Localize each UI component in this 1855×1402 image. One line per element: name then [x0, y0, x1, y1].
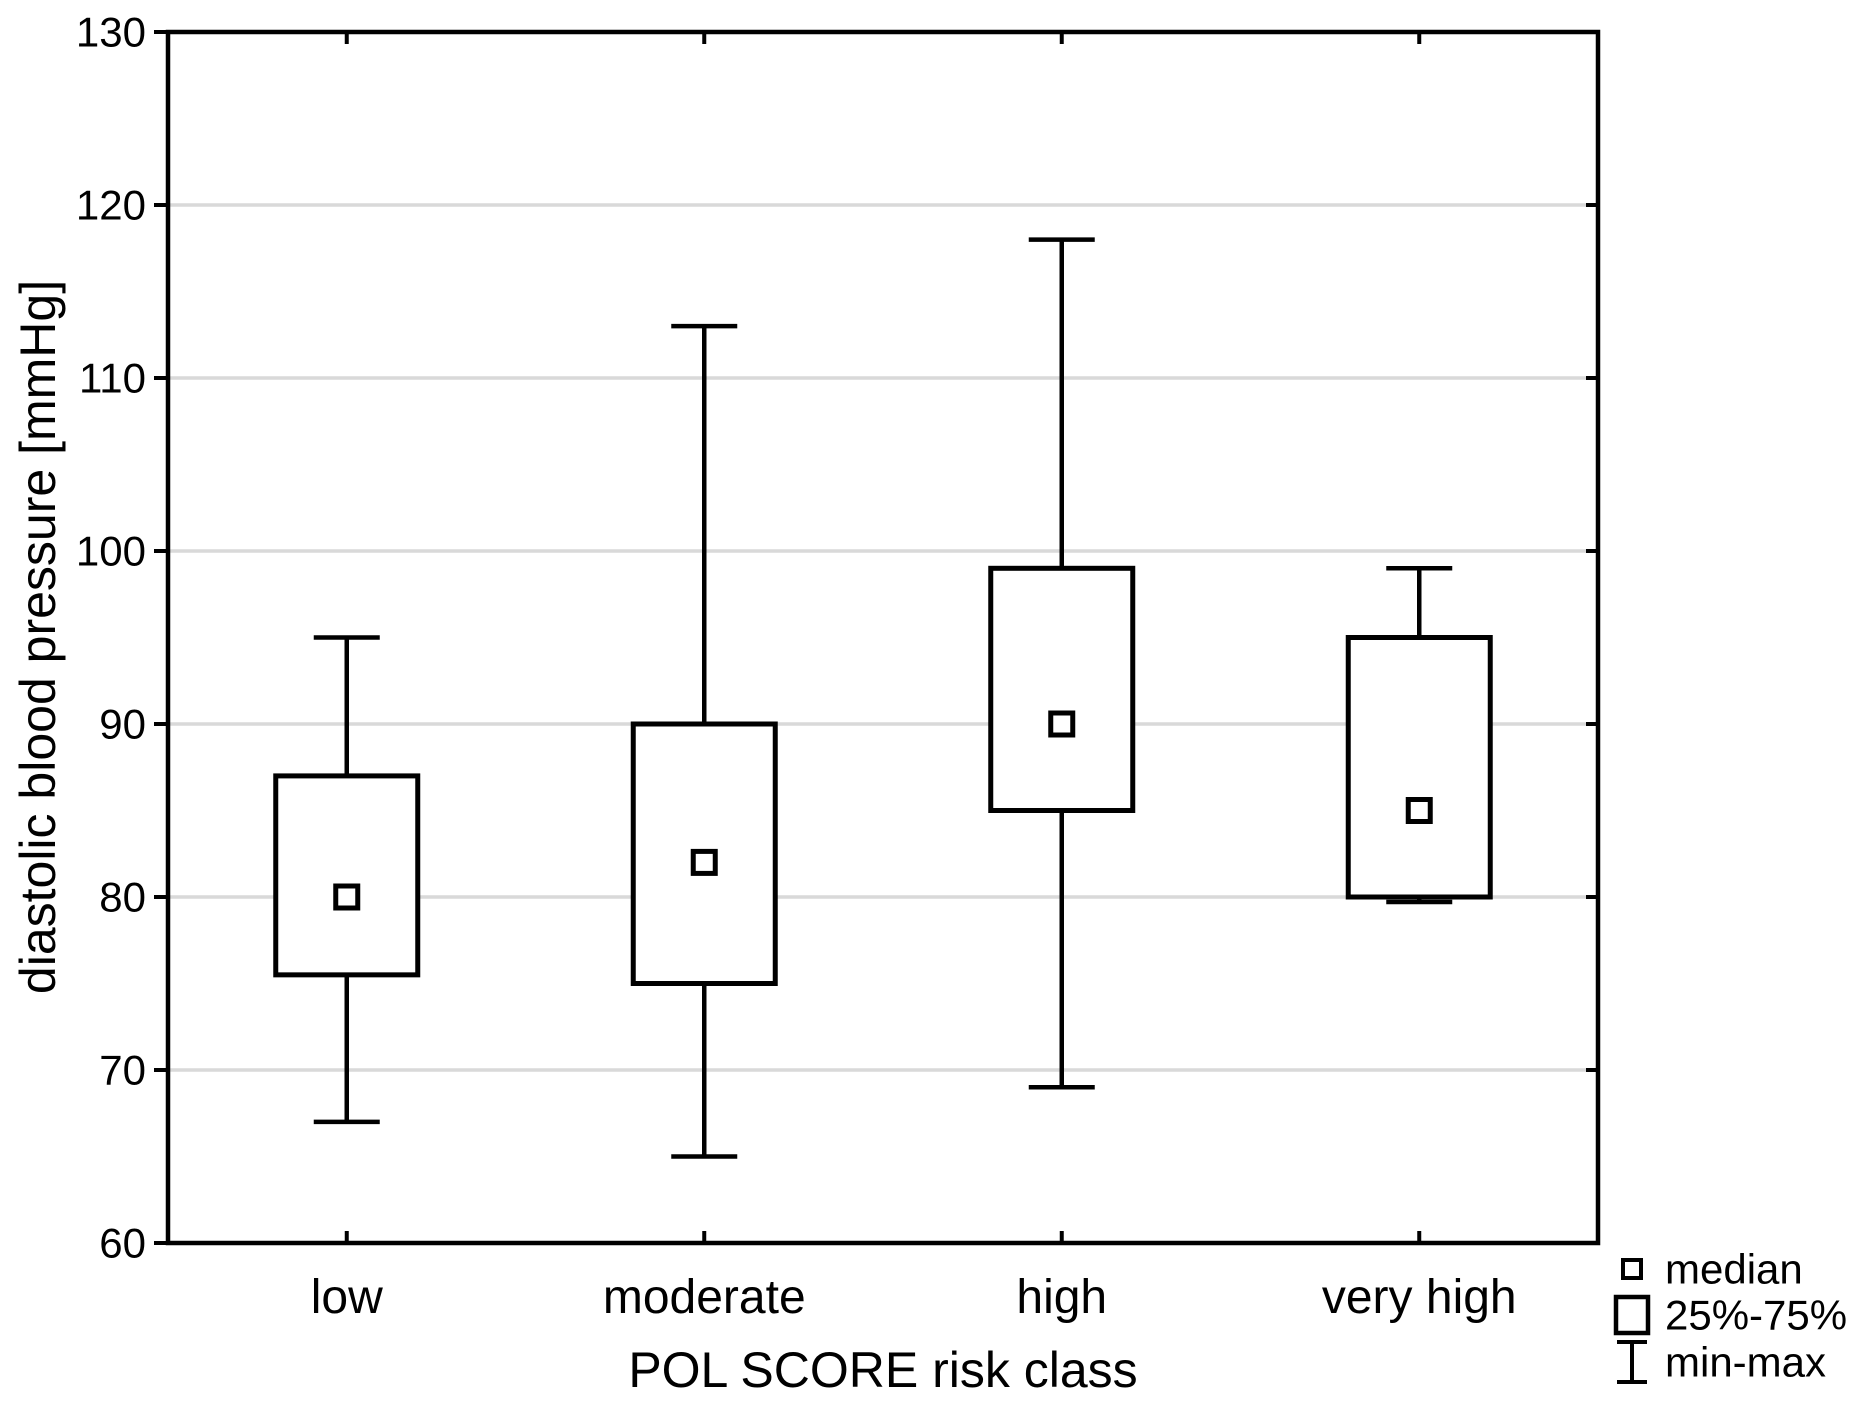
quartile-box	[273, 773, 421, 978]
box-group-moderate	[630, 323, 778, 1159]
y-tick-label-90: 90	[99, 701, 146, 748]
quartile-box-symbol-icon	[1613, 1294, 1651, 1336]
y-tick-label-110: 110	[79, 355, 146, 402]
median-marker	[690, 848, 718, 876]
y-tick-label-80: 80	[99, 874, 146, 921]
box-group-very-high	[1345, 566, 1493, 905]
whisker-symbol-icon	[1617, 1340, 1647, 1384]
median-marker	[1048, 710, 1076, 738]
plot-frame	[165, 29, 1601, 1246]
box-group-high	[988, 237, 1136, 1090]
x-axis-title: POL SCORE risk class	[628, 1342, 1137, 1398]
plot-content-layer: 60 70 80 90 100 110 120 130 low moderate high very …	[76, 9, 1598, 1324]
legend: median 25%-75% min-max	[1613, 1246, 1847, 1386]
category-label-very-high: very high	[1322, 1271, 1517, 1324]
y-tick-label-60: 60	[99, 1220, 146, 1267]
y-tick-label-120: 120	[76, 182, 146, 229]
legend-label-median: median	[1665, 1246, 1803, 1293]
category-label-moderate: moderate	[603, 1271, 806, 1324]
legend-item-25-75: 25%-75%	[1613, 1292, 1847, 1339]
median-marker	[333, 883, 361, 911]
quartile-box	[1345, 635, 1493, 900]
category-label-low: low	[311, 1271, 383, 1324]
box-group-low	[273, 635, 421, 1125]
legend-item-min-max: min-max	[1617, 1339, 1826, 1386]
y-tick-label-130: 130	[76, 9, 146, 56]
category-label-high: high	[1016, 1271, 1107, 1324]
median-symbol-icon	[1621, 1258, 1643, 1280]
legend-label-quartiles: 25%-75%	[1665, 1292, 1847, 1339]
legend-item-median: median	[1621, 1246, 1803, 1293]
y-tick-label-100: 100	[76, 528, 146, 575]
legend-label-min-max: min-max	[1665, 1339, 1826, 1386]
quartile-box	[988, 565, 1136, 813]
y-tick-label-70: 70	[99, 1047, 146, 1094]
y-axis-title: diastolic blood pressure [mmHg]	[10, 280, 66, 994]
median-marker	[1405, 797, 1433, 824]
